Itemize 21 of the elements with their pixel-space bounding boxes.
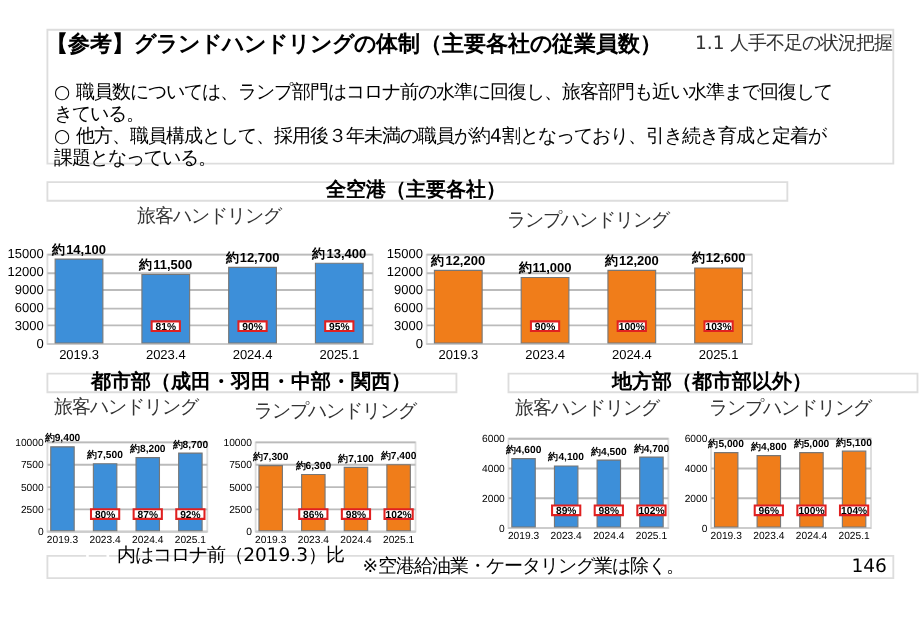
chart-title: ランプハンドリング (253, 401, 418, 424)
text: 地方部（都市部以外） (610, 369, 813, 394)
chart-title: ランプハンドリング (709, 397, 874, 420)
bar (50, 446, 75, 532)
text: 都市部（成田・羽田・中部・関西） (88, 369, 411, 394)
chart-title: 旅客ハンドリング (515, 397, 662, 420)
chart-title: 旅客ハンドリング (137, 205, 284, 228)
text: 内はコロナ前（2019.3）比 (117, 545, 345, 568)
bar (54, 258, 104, 344)
bar (141, 273, 191, 344)
text: 146 (851, 555, 887, 578)
text: ○ 職員数については、ランプ部門はコロナ前の水準に回復し、旅客部門も近い水準まで回復してきている。 (53, 81, 833, 126)
chart-title: 旅客ハンドリング (54, 397, 201, 420)
bar (228, 266, 277, 344)
text: 1.1 人手不足の状況把握 (694, 33, 893, 56)
text: ※空港給油業・ケータリング業は除く。 (362, 555, 685, 578)
text: ○ 他方、職員構成として、採用後３年未満の職員が約4割となっており、引き続き育成と定着が課題となっている。 (53, 126, 828, 171)
bar (314, 262, 364, 344)
text: 全空港（主要各社） (324, 178, 507, 203)
chart-title: ランプハンドリング (507, 209, 672, 232)
text: 【参考】グランドハンドリングの体制（主要各社の従業員数） (46, 31, 663, 58)
